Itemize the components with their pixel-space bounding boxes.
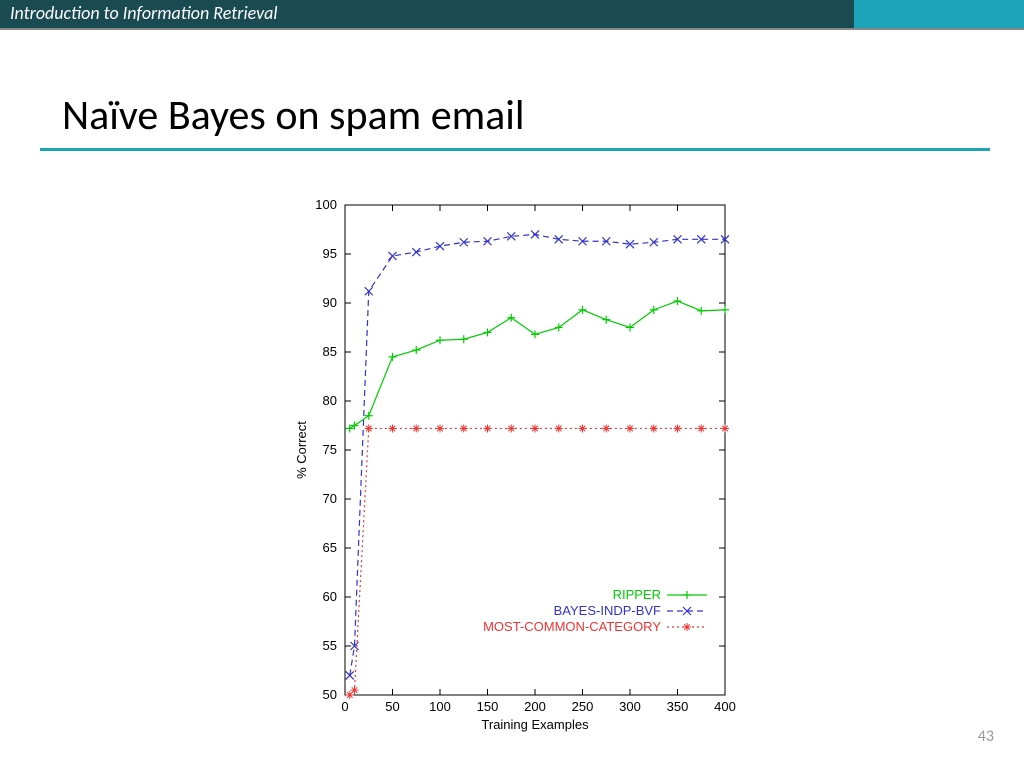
svg-text:60: 60 xyxy=(323,589,337,604)
svg-text:% Correct: % Correct xyxy=(294,421,309,479)
svg-text:90: 90 xyxy=(323,295,337,310)
series-MOST-COMMON-CATEGORY xyxy=(346,424,729,699)
svg-text:350: 350 xyxy=(667,699,689,714)
svg-text:200: 200 xyxy=(524,699,546,714)
header-accent xyxy=(854,0,1024,28)
svg-text:80: 80 xyxy=(323,393,337,408)
chart-container: 50 55 60 65 70 75 80 85 90 95 100 0 50 100 150 200 250 30… xyxy=(290,195,740,735)
svg-text:75: 75 xyxy=(323,442,337,457)
svg-text:70: 70 xyxy=(323,491,337,506)
header-bar: Introduction to Information Retrieval xyxy=(0,0,1024,28)
svg-text:300: 300 xyxy=(619,699,641,714)
svg-text:100: 100 xyxy=(429,699,451,714)
page-number: 43 xyxy=(978,727,994,746)
svg-text:400: 400 xyxy=(714,699,736,714)
svg-text:Training Examples: Training Examples xyxy=(481,717,589,732)
svg-text:MOST-COMMON-CATEGORY: MOST-COMMON-CATEGORY xyxy=(483,619,661,634)
svg-text:RIPPER: RIPPER xyxy=(613,587,661,602)
slide-title: Naïve Bayes on spam email xyxy=(62,90,525,141)
svg-text:50: 50 xyxy=(323,687,337,702)
svg-text:65: 65 xyxy=(323,540,337,555)
chart-svg: 50 55 60 65 70 75 80 85 90 95 100 0 50 100 150 200 250 30… xyxy=(290,195,740,735)
title-underline xyxy=(40,148,990,151)
series-BAYES-INDP-BVF xyxy=(346,230,729,679)
svg-text:85: 85 xyxy=(323,344,337,359)
svg-text:55: 55 xyxy=(323,638,337,653)
header-divider xyxy=(0,28,1024,30)
svg-text:100: 100 xyxy=(315,197,337,212)
svg-text:0: 0 xyxy=(341,699,348,714)
svg-text:BAYES-INDP-BVF: BAYES-INDP-BVF xyxy=(554,603,661,618)
svg-text:50: 50 xyxy=(385,699,399,714)
header-course-title: Introduction to Information Retrieval xyxy=(10,2,278,24)
series-RIPPER xyxy=(346,297,729,432)
svg-text:250: 250 xyxy=(572,699,594,714)
svg-text:95: 95 xyxy=(323,246,337,261)
svg-text:150: 150 xyxy=(477,699,499,714)
